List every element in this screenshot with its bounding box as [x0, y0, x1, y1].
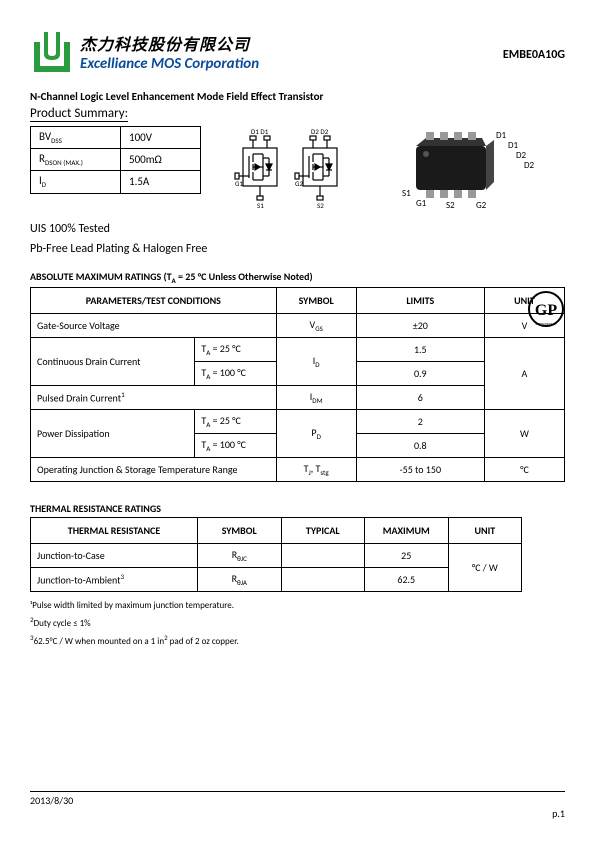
logo-block: 杰力科技股份有限公司 Excelliance MOS Corporation: [30, 28, 259, 76]
col-header: PARAMETERS/TEST CONDITIONS: [31, 288, 277, 314]
company-name-cn: 杰力科技股份有限公司: [80, 31, 259, 55]
svg-text:GP: GP: [535, 302, 557, 319]
table-row: Power Dissipation TA = 25 °C PD 2 W: [31, 410, 565, 434]
product-title: N-Channel Logic Level Enhancement Mode F…: [30, 90, 565, 103]
thermal-table: THERMAL RESISTANCE SYMBOL TYPICAL MAXIMU…: [30, 517, 522, 592]
summary-table: BVDSS 100V RDSON (MAX.) 500mΩ ID 1.5A: [30, 126, 201, 194]
svg-text:GREEN PRODUCT: GREEN PRODUCT: [535, 322, 557, 326]
summary-param: BVDSS: [31, 127, 121, 149]
summary-value: 100V: [121, 127, 201, 149]
header: 杰力科技股份有限公司 Excelliance MOS Corporation E…: [30, 28, 565, 76]
table-row: Continuous Drain Current TA = 25 °C ID 1…: [31, 338, 565, 362]
schematic-diagram: D1 D1 G1 S1 D2 D2: [213, 126, 565, 216]
uis-text: UIS 100% Tested: [30, 222, 565, 236]
page-number: p.1: [30, 807, 565, 820]
footer-date: 2013/8/30: [30, 794, 73, 807]
table-row: Gate-Source Voltage VGS ±20 V: [31, 314, 565, 338]
svg-text:S2: S2: [317, 201, 324, 210]
col-header: MAXIMUM: [365, 518, 449, 544]
col-header: LIMITS: [356, 288, 484, 314]
col-header: SYMBOL: [198, 518, 282, 544]
svg-text:G1: G1: [416, 198, 427, 209]
footnote: ¹Pulse width limited by maximum junction…: [30, 598, 565, 614]
company-logo-icon: [30, 28, 74, 76]
svg-text:S1: S1: [257, 201, 264, 210]
svg-text:D2 D2: D2 D2: [311, 127, 329, 136]
thermal-title: THERMAL RESISTANCE RATINGS: [30, 502, 565, 515]
col-header: UNIT: [448, 518, 522, 544]
company-name-en: Excelliance MOS Corporation: [80, 55, 259, 73]
page-footer: 2013/8/30 p.1: [30, 791, 565, 820]
footnotes: ¹Pulse width limited by maximum junction…: [30, 598, 565, 651]
abs-max-table: PARAMETERS/TEST CONDITIONS SYMBOL LIMITS…: [30, 287, 565, 482]
svg-text:S1: S1: [402, 188, 411, 199]
svg-text:G2: G2: [476, 200, 487, 211]
svg-text:D1: D1: [496, 130, 507, 141]
table-row: Operating Junction & Storage Temperature…: [31, 458, 565, 482]
col-header: SYMBOL: [276, 288, 356, 314]
footnote: 2Duty cycle ≤ 1%: [30, 614, 565, 632]
table-row: Junction-to-Case RθJC 25 °C / W: [31, 544, 522, 568]
summary-param: RDSON (MAX.): [31, 149, 121, 171]
pbfree-text: Pb-Free Lead Plating & Halogen Free: [30, 242, 565, 256]
svg-text:G1: G1: [235, 179, 243, 188]
col-header: THERMAL RESISTANCE: [31, 518, 198, 544]
table-row: BVDSS 100V: [31, 127, 201, 149]
summary-param: ID: [31, 171, 121, 193]
package-diagram-icon: D1 D1 D2 D2 S1 G1 S2 G2: [396, 126, 546, 216]
col-header: TYPICAL: [281, 518, 365, 544]
summary-value: 1.5A: [121, 171, 201, 193]
summary-value: 500mΩ: [121, 149, 201, 171]
svg-text:D1 D1: D1 D1: [251, 127, 269, 136]
svg-text:S2: S2: [446, 200, 455, 211]
table-row: ID 1.5A: [31, 171, 201, 193]
footnote: 362.5°C / W when mounted on a 1 in2 pad …: [30, 632, 565, 650]
abs-max-title: ABSOLUTE MAXIMUM RATINGS (TA = 25 °C Unl…: [30, 270, 565, 285]
part-code: EMBE0A10G: [503, 48, 565, 62]
svg-text:D2: D2: [524, 160, 535, 171]
svg-text:G2: G2: [295, 179, 303, 188]
summary-heading: Product Summary:: [30, 106, 128, 122]
mosfet-schematic-icon: D1 D1 G1 S1 D2 D2: [233, 126, 353, 216]
table-row: RDSON (MAX.) 500mΩ: [31, 149, 201, 171]
gp-badge-icon: GP GREEN PRODUCT: [527, 290, 565, 333]
